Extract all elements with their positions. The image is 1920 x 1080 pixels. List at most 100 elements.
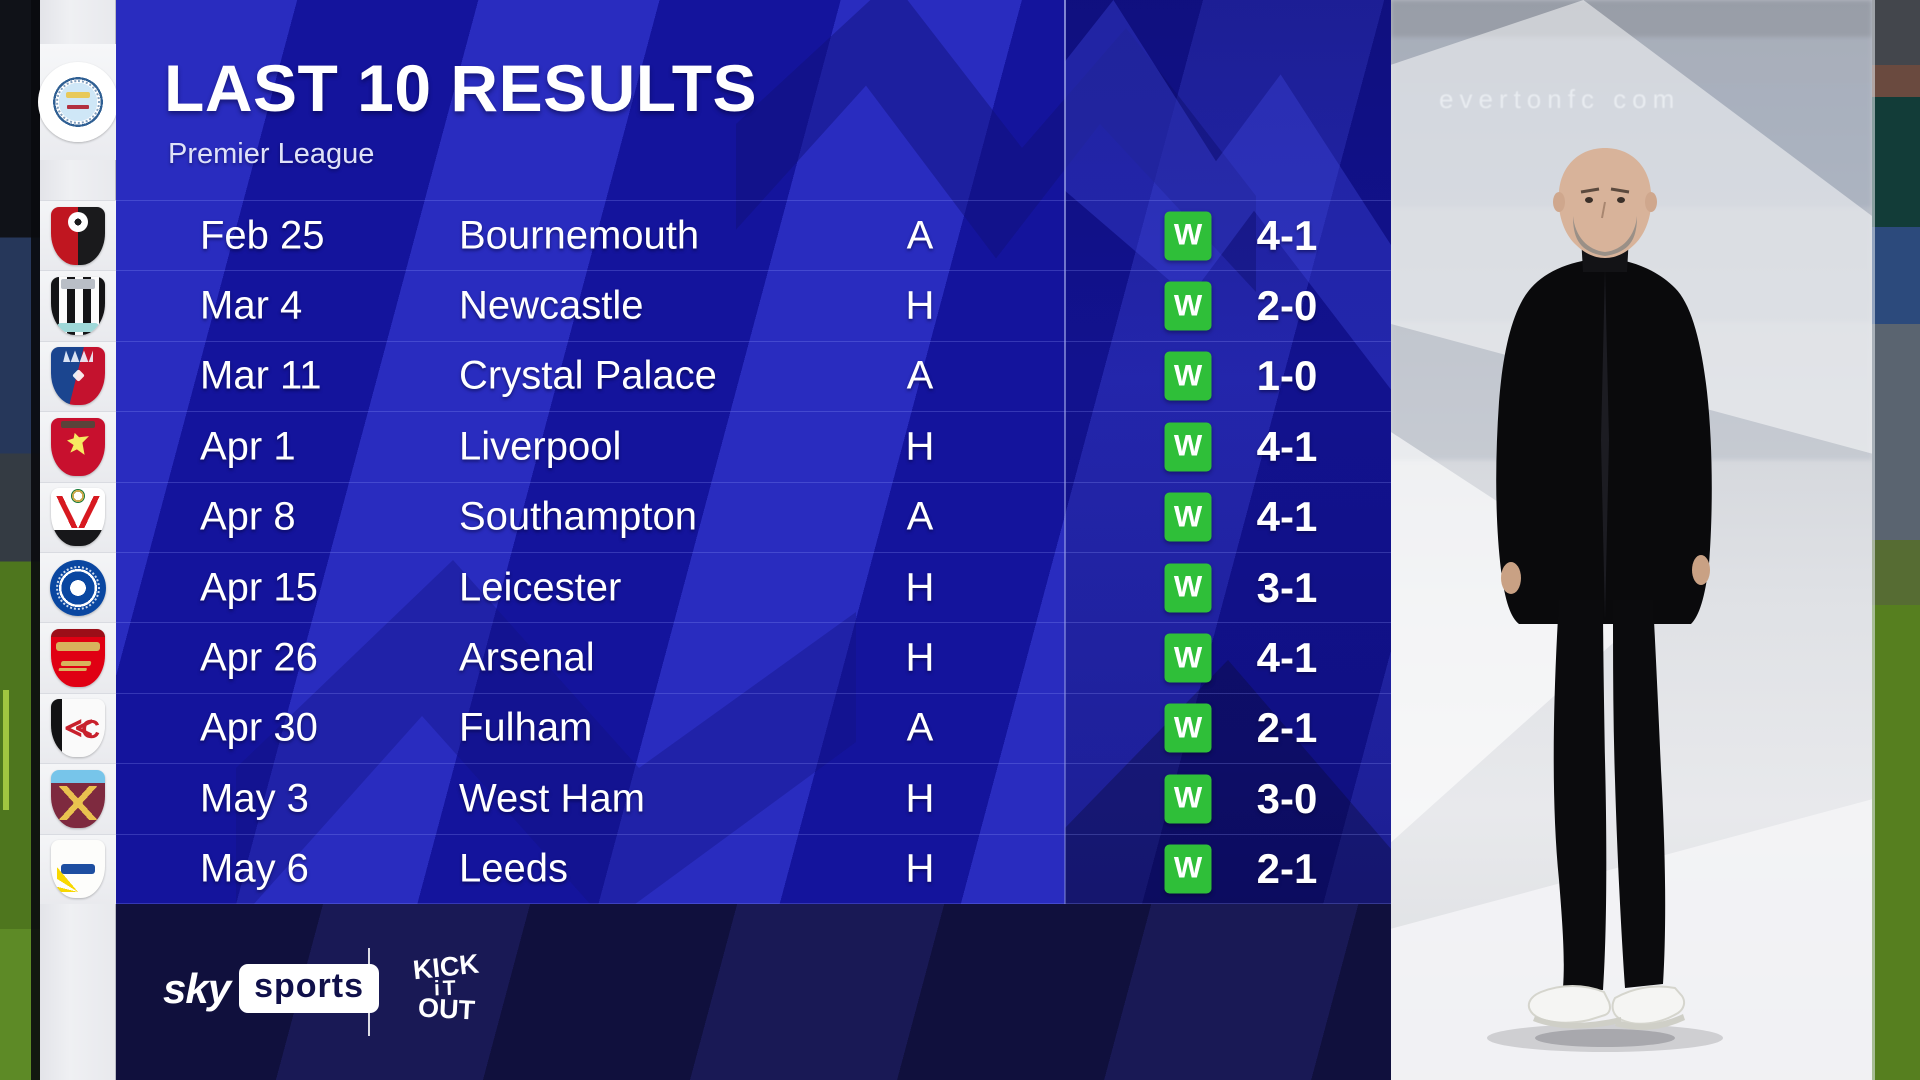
venue-indicator: A	[906, 353, 934, 398]
venue-indicator: A	[906, 494, 934, 539]
crest-tile	[40, 551, 116, 623]
result-badge: W	[1164, 703, 1212, 753]
result-badge: W	[1164, 563, 1212, 613]
manager-photo	[1487, 148, 1723, 1052]
crest-leeds-icon	[51, 840, 105, 899]
result-badge: W	[1164, 774, 1212, 824]
score: 3-1	[1256, 563, 1318, 611]
opponent-name: Southampton	[459, 494, 697, 539]
match-date: Mar 4	[200, 283, 303, 328]
broadcast-right-sliver	[1872, 0, 1920, 1080]
opponent-name: Crystal Palace	[459, 353, 717, 398]
results-panel: LAST 10 RESULTS Premier League Feb 25 Bo…	[116, 0, 1391, 1080]
results-rows: Feb 25 Bournemouth A W 4-1 Mar 4 Newcast…	[116, 200, 1391, 904]
crest-fulham-icon	[51, 699, 105, 758]
crest-rail-list	[40, 200, 116, 904]
score: 2-1	[1256, 704, 1318, 752]
column-divider	[1064, 0, 1066, 1080]
result-badge: W	[1164, 211, 1212, 261]
crest-leicester-icon	[50, 559, 106, 616]
match-date: Feb 25	[200, 213, 325, 258]
crest-west-ham-icon	[51, 769, 105, 828]
result-badge: W	[1164, 422, 1212, 472]
crest-tile	[40, 763, 116, 834]
crest-tile	[40, 622, 116, 693]
page-title: LAST 10 RESULTS	[164, 51, 758, 125]
match-date: Apr 30	[200, 705, 318, 750]
match-date: May 6	[200, 846, 309, 891]
result-badge: W	[1164, 844, 1212, 894]
venue-indicator: H	[905, 283, 935, 328]
result-badge: W	[1164, 633, 1212, 683]
score: 4-1	[1256, 211, 1318, 259]
venue-indicator: A	[906, 705, 934, 750]
crest-rail	[38, 0, 118, 1080]
right-photo-panel: evertonfc com	[1391, 0, 1872, 1080]
sports-logo-box: sports	[239, 964, 379, 1013]
venue-indicator: H	[905, 776, 935, 821]
match-date: May 3	[200, 776, 309, 821]
venue-indicator: H	[905, 565, 935, 610]
crest-southampton-icon	[51, 488, 105, 547]
crest-newcastle-icon	[51, 277, 105, 336]
crest-tile	[40, 270, 116, 341]
score: 2-1	[1256, 844, 1318, 892]
opponent-name: Newcastle	[459, 283, 644, 328]
stadium-watermark: evertonfc com	[1439, 84, 1681, 114]
competition-subtitle: Premier League	[168, 138, 375, 170]
result-row: May 3 West Ham H W 3-0	[116, 763, 1391, 833]
crest-tile	[40, 692, 116, 764]
result-row: Apr 8 Southampton A W 4-1	[116, 481, 1391, 552]
team-crest-tile	[38, 44, 118, 160]
crest-man-city-icon	[38, 62, 118, 142]
pitch-sideline	[3, 690, 9, 810]
match-date: Mar 11	[200, 353, 322, 398]
venue-indicator: H	[905, 424, 935, 469]
kick-it-out-logo: KICK iT OUT	[399, 942, 493, 1036]
sky-logo-text: sky	[163, 964, 231, 1012]
result-row: Mar 11 Crystal Palace A W 1-0	[116, 340, 1391, 411]
crest-arsenal-icon	[51, 629, 105, 688]
opponent-name: Liverpool	[459, 424, 622, 469]
match-date: Apr 15	[200, 565, 318, 610]
opponent-name: Leeds	[459, 846, 568, 891]
score: 2-0	[1256, 282, 1318, 330]
score: 3-0	[1256, 774, 1318, 822]
match-date: Apr 1	[200, 424, 296, 469]
footer-logo-divider	[368, 948, 370, 1036]
sky-sports-logo: sky sports	[163, 964, 379, 1013]
opponent-name: Arsenal	[459, 635, 595, 680]
result-row: Mar 4 Newcastle H W 2-0	[116, 270, 1391, 340]
score: 1-0	[1256, 352, 1318, 400]
opponent-name: Fulham	[459, 705, 593, 750]
opponent-name: Bournemouth	[459, 213, 700, 258]
crest-tile	[40, 200, 116, 271]
kick-it-out-line: OUT	[416, 992, 476, 1026]
match-date: Apr 8	[200, 494, 296, 539]
broadcast-left-sliver	[0, 0, 40, 1080]
result-row: Feb 25 Bournemouth A W 4-1	[116, 200, 1391, 270]
result-row: Apr 15 Leicester H W 3-1	[116, 551, 1391, 622]
result-badge: W	[1164, 351, 1212, 401]
score: 4-1	[1256, 493, 1318, 541]
opponent-name: Leicester	[459, 565, 622, 610]
results-column-background	[1065, 0, 1391, 1080]
opponent-name: West Ham	[459, 776, 645, 821]
crest-tile	[40, 481, 116, 552]
crest-tile	[40, 340, 116, 412]
result-row: Apr 26 Arsenal H W 4-1	[116, 622, 1391, 692]
score: 4-1	[1256, 422, 1318, 470]
crest-tile	[40, 833, 116, 904]
result-row: May 6 Leeds H W 2-1	[116, 833, 1391, 904]
venue-indicator: H	[905, 846, 935, 891]
result-badge: W	[1164, 281, 1212, 331]
crest-bournemouth-icon	[51, 206, 105, 265]
match-date: Apr 26	[200, 635, 318, 680]
venue-indicator: A	[906, 213, 934, 258]
footer: sky sports KICK iT OUT	[116, 904, 1391, 1080]
result-row: Apr 1 Liverpool H W 4-1	[116, 411, 1391, 481]
crest-liverpool-icon	[51, 417, 105, 476]
crest-tile	[40, 411, 116, 482]
result-row: Apr 30 Fulham A W 2-1	[116, 692, 1391, 763]
